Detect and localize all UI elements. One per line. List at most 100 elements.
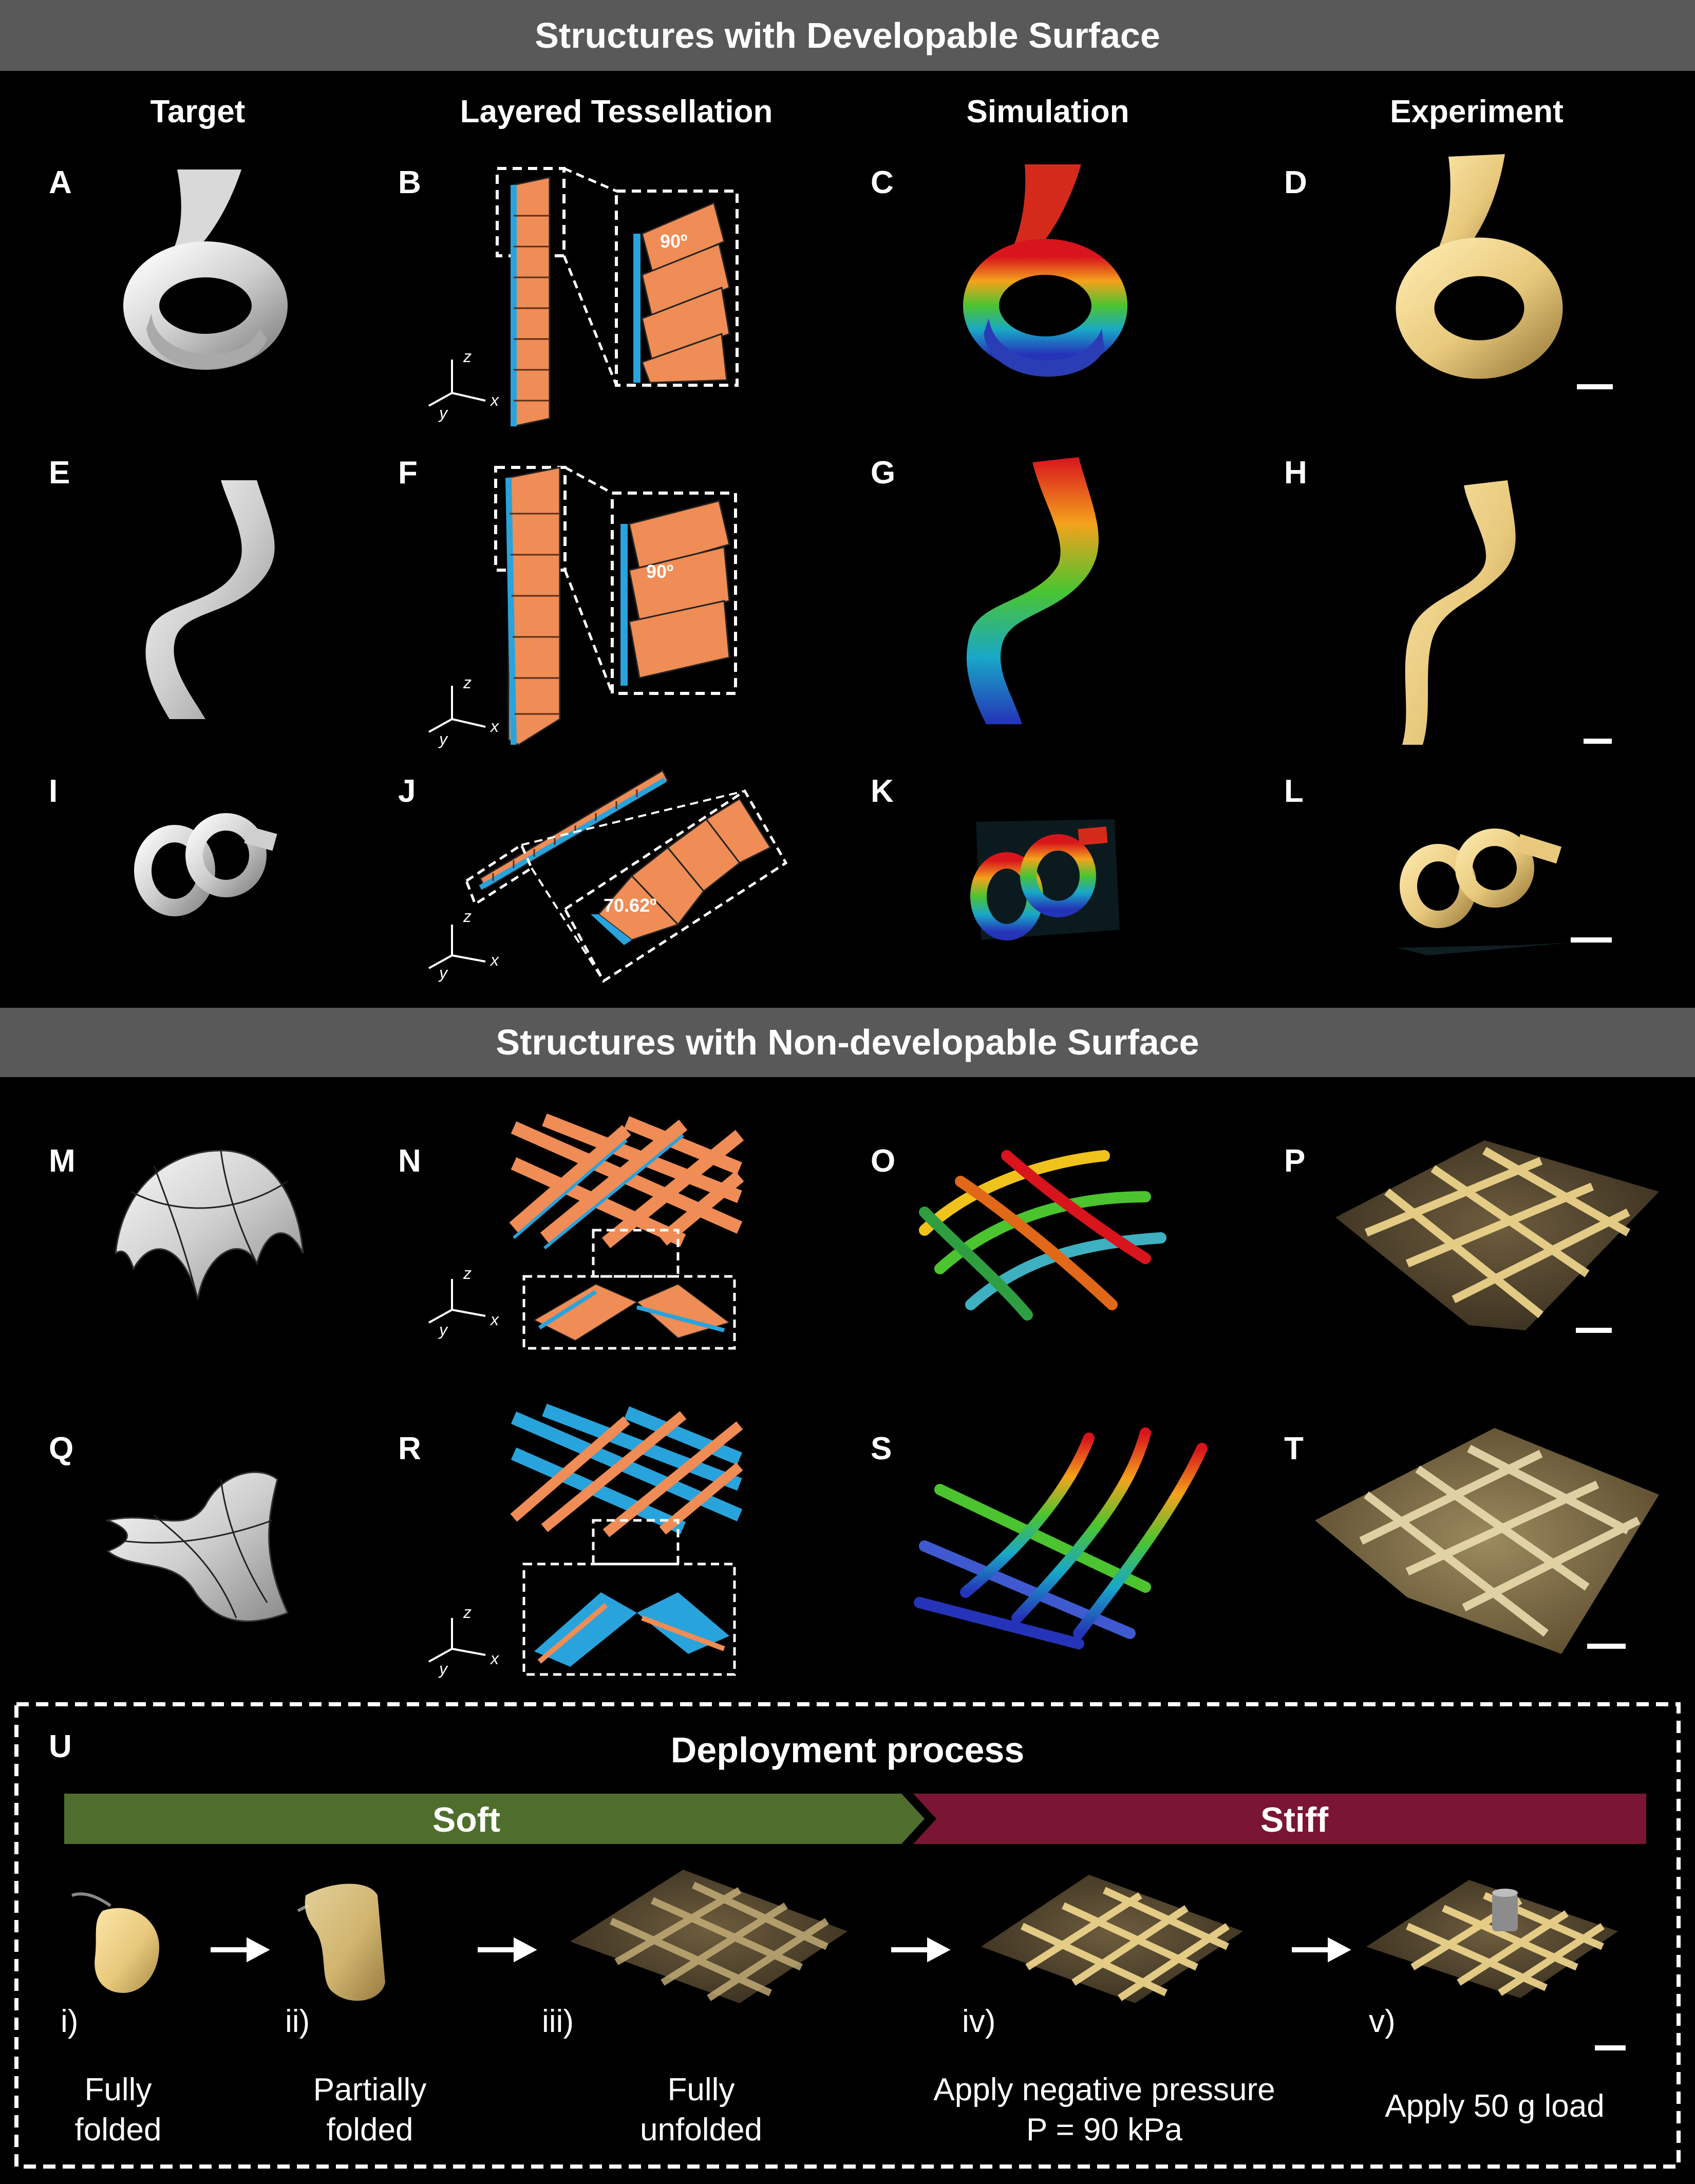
arrow-3-icon <box>891 1937 951 1963</box>
panel-label-o: O <box>871 1143 896 1179</box>
step-caption-2-line1: Partially <box>313 2072 427 2107</box>
soft-label: Soft <box>432 1800 500 1839</box>
axis-y-f: y <box>438 730 448 748</box>
angle-label-b: 90º <box>660 231 687 252</box>
experiment-d-ribbon <box>1396 154 1563 379</box>
simulation-g-s-ribbon <box>966 457 1099 724</box>
panel-label-c: C <box>871 165 894 200</box>
arrow-4-icon <box>1292 1937 1351 1963</box>
simulation-c-ribbon <box>963 164 1127 377</box>
angle-label-f: 90º <box>646 561 673 582</box>
step-photo-3 <box>570 1870 848 2003</box>
step-caption-2-line2: folded <box>326 2112 413 2148</box>
axis-x-r: x <box>489 1649 499 1668</box>
step-roman-4: iv) <box>962 2004 996 2039</box>
axis-triad-j <box>428 925 486 969</box>
experiment-l-helix <box>1397 829 1572 955</box>
column-header-simulation: Simulation <box>966 94 1129 129</box>
axis-triad-f <box>428 686 486 733</box>
panel-label-f: F <box>398 455 418 491</box>
scale-bar-d <box>1577 384 1613 389</box>
tessellation-b-column <box>496 167 739 427</box>
axis-y-b: y <box>438 404 448 422</box>
axis-x-j: x <box>489 951 499 969</box>
step-roman-2: ii) <box>285 2004 310 2039</box>
step-caption-3: Fully unfolded <box>624 2070 778 2150</box>
step-photo-1 <box>71 1892 159 1993</box>
panel-label-b: B <box>398 165 421 200</box>
weight-icon <box>1492 1893 1518 1931</box>
arrow-1-icon <box>211 1937 270 1963</box>
scale-bar-u <box>1595 2045 1626 2050</box>
step-caption-2: Partially folded <box>288 2070 452 2150</box>
column-header-target: Target <box>150 94 246 129</box>
deployment-box <box>14 1702 1681 2169</box>
panel-label-p: P <box>1284 1143 1306 1179</box>
tessellation-r-grid <box>510 1403 743 1676</box>
experiment-p-pad <box>1335 1140 1659 1330</box>
step-photo-5 <box>1366 1880 1618 1998</box>
axis-y-j: y <box>438 964 448 982</box>
step-caption-1-line1: Fully <box>84 2072 152 2107</box>
panel-label-u: U <box>49 1729 72 1764</box>
section-banner-developable: Structures with Developable Surface <box>0 0 1695 71</box>
target-a-ribbon-curl <box>123 170 288 370</box>
angle-label-j: 70.62º <box>604 895 656 916</box>
step-caption-3-line2: unfolded <box>640 2112 762 2148</box>
column-header-experiment: Experiment <box>1390 94 1564 129</box>
panel-label-r: R <box>398 1431 421 1466</box>
step-caption-3-line1: Fully <box>667 2072 735 2107</box>
step-caption-1: Fully folded <box>41 2070 195 2150</box>
panel-label-h: H <box>1284 455 1307 491</box>
experiment-h-s-ribbon <box>1402 480 1516 745</box>
stiff-bar <box>913 1794 1646 1844</box>
step-roman-5: v) <box>1369 2004 1396 2039</box>
axis-y-r: y <box>438 1660 448 1678</box>
axis-triad-n <box>428 1279 486 1324</box>
stiff-label: Stiff <box>1260 1800 1329 1839</box>
scale-bar-h <box>1584 739 1612 744</box>
axis-x-f: x <box>489 717 499 736</box>
target-m-dome <box>115 1150 304 1300</box>
panel-label-d: D <box>1284 165 1307 200</box>
panel-label-i: I <box>49 774 58 809</box>
axis-y-n: y <box>438 1321 448 1339</box>
deployment-title: Deployment process <box>670 1730 1025 1770</box>
axis-z-f: z <box>463 673 472 692</box>
panel-label-k: K <box>871 774 894 809</box>
panel-label-m: M <box>49 1143 76 1179</box>
simulation-o-grid <box>919 1150 1166 1321</box>
scale-bar-t <box>1587 1644 1626 1649</box>
step-photo-4 <box>981 1875 1243 2003</box>
panel-label-s: S <box>871 1431 892 1466</box>
axis-z-r: z <box>463 1603 472 1622</box>
step-roman-3: iii) <box>542 2004 574 2039</box>
panel-label-j: J <box>398 774 416 809</box>
step-caption-4-line1: Apply negative pressure <box>933 2072 1275 2107</box>
axis-z-j: z <box>463 907 472 926</box>
tessellation-f-column <box>494 466 737 746</box>
simulation-s-grid <box>914 1427 1208 1649</box>
target-i-helix <box>134 813 277 916</box>
step-photo-2 <box>297 1884 385 2001</box>
step-caption-5-line1: Apply 50 g load <box>1385 2088 1605 2124</box>
step-caption-5: Apply 50 g load <box>1335 2086 1654 2126</box>
panel-label-q: Q <box>49 1431 74 1466</box>
axis-triad-b <box>428 360 486 407</box>
column-header-layered-tessellation: Layered Tessellation <box>460 94 773 129</box>
panel-label-n: N <box>398 1143 421 1179</box>
axis-x-n: x <box>489 1310 499 1329</box>
panel-label-g: G <box>871 455 896 491</box>
section-banner-nondevelopable: Structures with Non-developable Surface <box>0 1008 1695 1077</box>
step-caption-1-line2: folded <box>74 2112 162 2148</box>
target-e-s-ribbon <box>145 480 275 719</box>
panel-label-a: A <box>49 165 72 200</box>
tessellation-n-grid <box>509 1113 744 1350</box>
arrow-2-icon <box>478 1937 537 1963</box>
soft-bar <box>64 1794 925 1844</box>
panel-label-l: L <box>1284 774 1304 809</box>
panel-label-e: E <box>49 455 70 491</box>
simulation-k-helix <box>970 819 1120 940</box>
panel-label-t: T <box>1284 1431 1304 1466</box>
